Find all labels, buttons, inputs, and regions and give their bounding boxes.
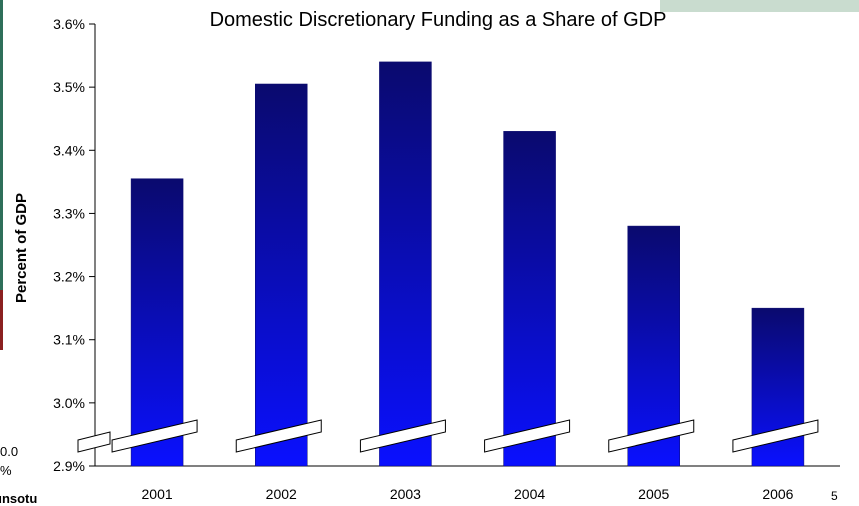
axis-break-mark <box>484 419 571 453</box>
x-tick-label: 2001 <box>142 486 173 502</box>
y-tick-label: 3.5% <box>53 79 85 95</box>
axis-break-marks <box>77 419 819 453</box>
axis-break-mark <box>235 419 322 453</box>
x-tick-label: 2005 <box>638 486 669 502</box>
bar <box>255 83 308 467</box>
page-number: 5 <box>831 489 838 503</box>
left-value-fragment-1: 0.0 <box>0 444 18 459</box>
axis-break-mark <box>608 419 695 453</box>
x-tick-label: 2006 <box>762 486 793 502</box>
y-axis-break-mark <box>77 431 111 453</box>
y-tick-label: 3.3% <box>53 205 85 221</box>
bars <box>130 61 805 467</box>
bar <box>130 178 184 467</box>
top-right-panel <box>660 0 859 12</box>
x-tick-label: 2002 <box>266 486 297 502</box>
x-tick-label: 2004 <box>514 486 545 502</box>
y-tick-label: 3.1% <box>53 332 85 348</box>
bar <box>379 61 432 467</box>
y-tick-label: 3.0% <box>53 395 85 411</box>
axis-break-mark <box>359 419 446 453</box>
y-tick-label: 3.2% <box>53 269 85 285</box>
axes <box>94 24 840 467</box>
y-tick-label: 2.9% <box>53 458 85 474</box>
left-border-decoration <box>0 0 3 350</box>
axis-break-mark <box>111 419 198 453</box>
y-tick-label: 3.4% <box>53 142 85 158</box>
axis-break-mark <box>732 419 819 453</box>
bottom-left-text-fragment: unsotu <box>0 491 37 506</box>
y-tick-label: 3.6% <box>53 16 85 32</box>
bar <box>503 131 556 467</box>
x-tick-labels: 2001 2002 2003 2004 2005 2006 <box>142 486 794 502</box>
x-tick-label: 2003 <box>390 486 421 502</box>
left-border-accent <box>0 290 3 350</box>
y-axis-label: Percent of GDP <box>13 193 30 303</box>
y-ticks: 2.9% 3.0% 3.1% 3.2% 3.3% 3.4% 3.5% 3.6% <box>53 16 95 474</box>
left-value-fragment-2: % <box>0 463 12 478</box>
chart-title: Domestic Discretionary Funding as a Shar… <box>210 9 667 31</box>
